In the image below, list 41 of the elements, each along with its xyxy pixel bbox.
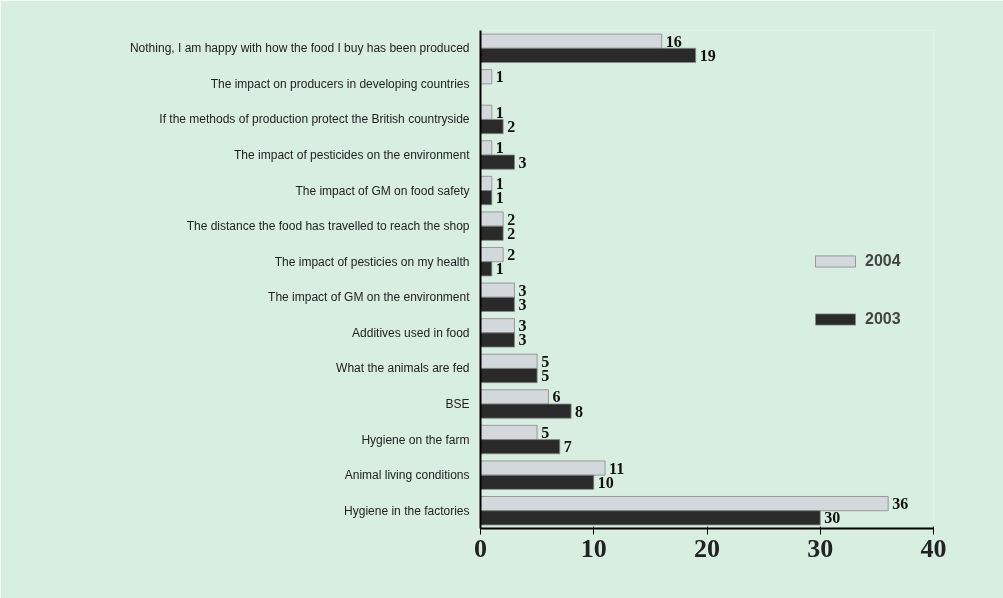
y-tick-label: The impact of GM on the environment [268, 290, 471, 305]
data-label: 7 [563, 438, 572, 456]
data-label: 1 [495, 103, 504, 121]
y-tick-label: What the animals are fed [336, 361, 470, 376]
y-tick-label: BSE [445, 397, 470, 411]
data-label: 36 [892, 495, 909, 513]
data-label: 2 [507, 118, 516, 136]
data-label: 1 [495, 260, 504, 278]
data-label: 16 [665, 32, 682, 50]
bar [480, 69, 493, 85]
y-tick-label: Hygiene on the farm [361, 432, 470, 447]
y-tick-label: Animal living conditions [344, 468, 470, 483]
y-tick-label: Nothing, I am happy with how the food I buy has been produced [129, 41, 470, 56]
x-tick-label: 40 [920, 533, 947, 563]
data-label: 19 [699, 46, 716, 64]
data-label: 1 [495, 68, 504, 86]
data-label: 5 [541, 367, 550, 385]
y-tick-label: The impact on producers in developing countries [210, 76, 470, 91]
x-tick-label: 20 [694, 533, 720, 563]
y-tick-label: Hygiene in the factories [344, 503, 470, 518]
x-tick-label: 0 [474, 533, 487, 563]
y-tick-label: The impact of pesticides on the environment [234, 148, 471, 162]
data-label: 1 [495, 189, 504, 207]
y-tick-label: If the methods of production protect the British countryside [159, 112, 470, 127]
data-label: 6 [552, 388, 561, 406]
data-label: 5 [541, 423, 550, 441]
data-label: 30 [824, 509, 841, 527]
data-label: 5 [541, 352, 550, 370]
data-label: 1 [495, 174, 504, 192]
legend-label: 2004 [865, 252, 901, 270]
data-label: 1 [495, 139, 504, 157]
y-tick-label: The impact of pesticies on my health [274, 254, 470, 269]
data-label: 3 [518, 153, 527, 171]
legend-label: 2003 [865, 310, 901, 328]
x-tick-label: 10 [580, 533, 607, 563]
y-tick-label: The distance the food has travelled to reach the shop [186, 219, 470, 234]
y-tick-label: Additives used in food [352, 325, 470, 340]
y-tick-label: The impact of GM on food safety [295, 183, 470, 198]
data-label: 8 [575, 402, 584, 420]
data-label: 2 [507, 246, 516, 264]
x-tick-label: 30 [807, 533, 834, 563]
